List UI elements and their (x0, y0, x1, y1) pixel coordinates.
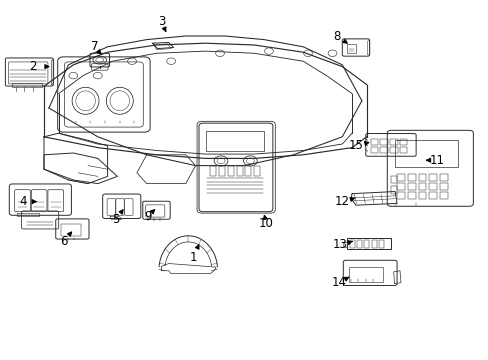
Text: 7: 7 (90, 40, 98, 53)
Text: 12: 12 (334, 195, 349, 208)
Text: 15: 15 (348, 139, 363, 152)
Text: 2: 2 (29, 60, 37, 73)
Text: 13: 13 (332, 238, 347, 251)
Text: 9: 9 (144, 210, 152, 222)
Text: 1: 1 (189, 251, 197, 264)
Text: 5: 5 (112, 213, 120, 226)
Text: 3: 3 (157, 15, 165, 28)
Text: 10: 10 (259, 217, 273, 230)
Text: 14: 14 (331, 276, 346, 289)
Text: 8: 8 (333, 30, 341, 42)
Text: 11: 11 (429, 154, 444, 167)
Text: 6: 6 (60, 235, 67, 248)
Text: 4: 4 (20, 195, 27, 208)
